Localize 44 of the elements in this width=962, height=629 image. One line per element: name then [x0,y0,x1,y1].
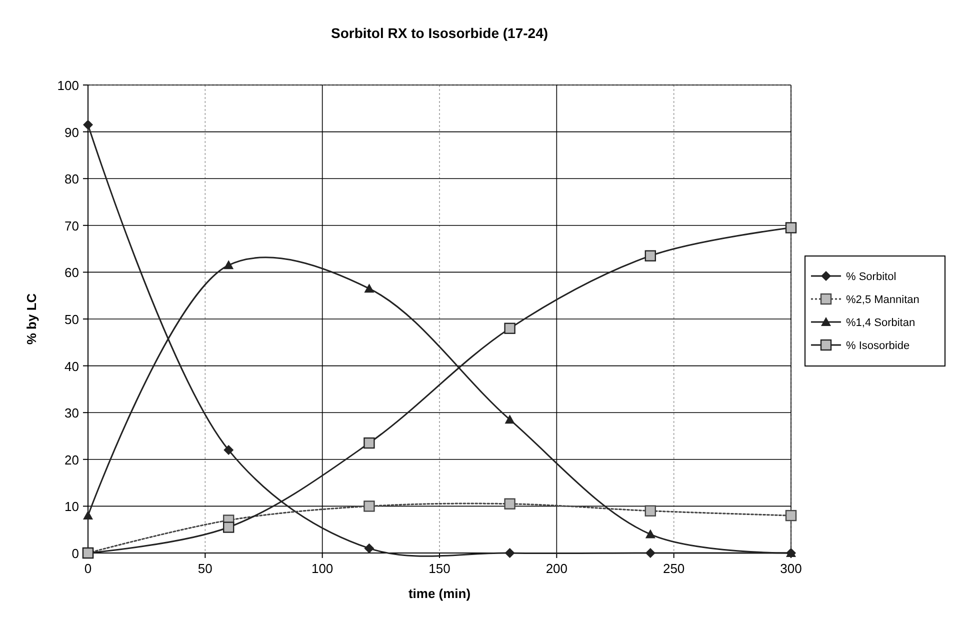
y-tick-label: 40 [64,358,79,374]
point [645,548,656,558]
point [224,445,234,456]
x-tick-label: 0 [84,561,92,576]
legend-label: % Isosorbide [846,340,910,352]
y-tick-label: 60 [64,265,79,280]
point [644,505,656,516]
point [504,414,515,424]
point [83,120,93,130]
point [223,522,234,533]
point [504,322,516,334]
y-tick-label: 80 [64,172,79,187]
point [364,284,374,293]
legend-label: %1,4 Sorbitan [846,317,916,329]
legend-label: %2,5 Mannitan [846,294,920,306]
point [504,498,516,510]
legend-label: % Sorbitol [846,271,896,283]
y-tick-label: 50 [64,312,79,327]
x-axis-title: time (min) [408,586,471,601]
point [785,510,797,522]
y-tick-label: 100 [57,78,79,93]
point [785,222,797,234]
y-tick-label: 0 [72,546,79,561]
y-tick-label: 70 [64,218,79,234]
x-tick-label: 200 [546,561,568,576]
point [364,437,375,449]
x-tick-label: 50 [198,561,212,576]
y-tick-label: 20 [64,452,79,468]
point [224,260,234,270]
x-tick-label: 300 [780,561,802,576]
chart-title: Sorbitol RX to Isosorbide (17-24) [330,25,548,41]
point [645,529,656,538]
x-tick-label: 100 [311,561,334,576]
x-tick-label: 150 [428,561,450,576]
point [83,510,93,520]
y-axis-title: % by LC [24,292,39,345]
point [364,500,375,512]
point [644,250,656,262]
y-tick-label: 90 [64,124,79,140]
x-tick-label: 250 [662,561,685,576]
point [504,548,515,558]
point [364,543,374,554]
y-tick-label: 30 [64,406,79,421]
y-tick-label: 10 [64,499,79,514]
